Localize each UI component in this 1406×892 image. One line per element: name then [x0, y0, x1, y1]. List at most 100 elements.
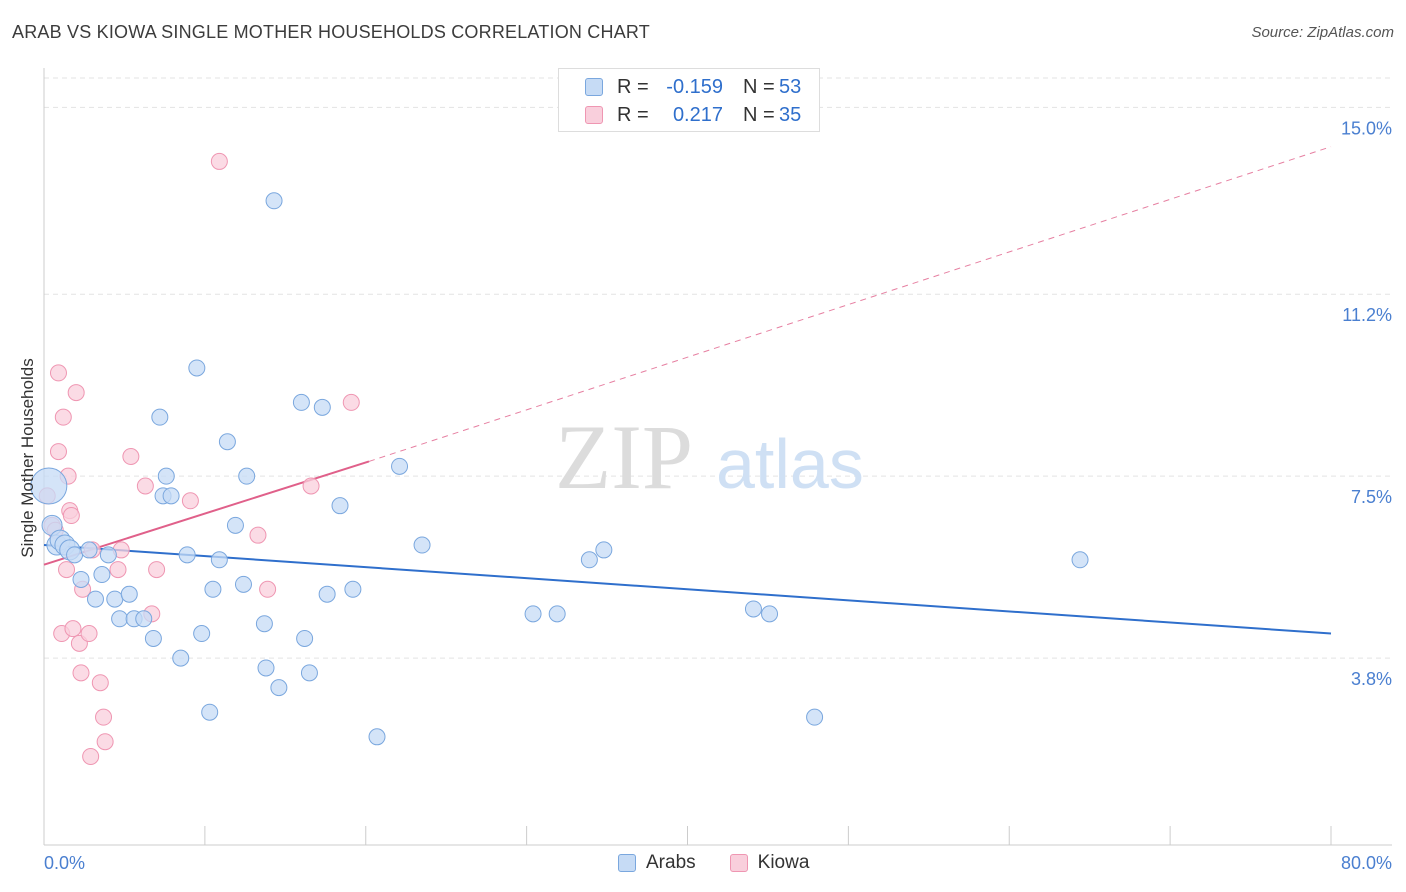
data-points — [30, 152, 1089, 765]
point-arabs — [86, 590, 104, 608]
series-legend: Arabs Kiowa — [618, 852, 843, 874]
point-arabs — [172, 649, 190, 667]
point-arabs — [580, 551, 598, 569]
point-arabs — [151, 408, 169, 426]
point-arabs — [144, 629, 162, 647]
point-arabs — [30, 467, 68, 505]
point-arabs — [204, 580, 222, 598]
point-arabs — [66, 546, 84, 564]
point-kiowa — [181, 492, 199, 510]
point-arabs — [188, 359, 206, 377]
chart-title: ARAB VS KIOWA SINGLE MOTHER HOUSEHOLDS C… — [12, 22, 650, 42]
point-arabs — [99, 546, 117, 564]
legend-item-arabs[interactable]: Arabs — [618, 852, 696, 874]
point-arabs — [313, 398, 331, 416]
trend-lines — [43, 146, 1332, 635]
point-kiowa — [64, 620, 82, 638]
legend-swatch-arabs — [618, 854, 636, 872]
legend-n-value: 35 — [779, 103, 802, 126]
y-tick-label: 7.5% — [1351, 487, 1392, 507]
point-arabs — [178, 546, 196, 564]
point-arabs — [296, 629, 314, 647]
point-arabs — [238, 467, 256, 485]
grid — [44, 77, 1392, 659]
point-kiowa — [49, 443, 67, 461]
x-tick-label-max: 80.0% — [1341, 853, 1392, 873]
point-kiowa — [49, 364, 67, 382]
point-arabs — [157, 467, 175, 485]
point-kiowa — [95, 708, 113, 726]
point-kiowa — [54, 408, 72, 426]
y-tick-label: 3.8% — [1351, 669, 1392, 689]
point-arabs — [265, 192, 283, 210]
point-kiowa — [58, 561, 76, 579]
point-kiowa — [259, 580, 277, 598]
point-kiowa — [96, 733, 114, 751]
correlation-legend: R = -0.159 N = 53 R = 0.217 N = 35 — [558, 68, 820, 132]
point-arabs — [210, 551, 228, 569]
point-arabs — [120, 585, 138, 603]
point-arabs — [106, 590, 124, 608]
watermark-atlas: atlas — [716, 425, 864, 503]
legend-n-value: 53 — [779, 75, 802, 98]
point-kiowa — [109, 561, 127, 579]
point-arabs — [257, 659, 275, 677]
point-arabs — [162, 487, 180, 505]
point-kiowa — [136, 477, 154, 495]
point-arabs — [255, 615, 273, 633]
point-arabs — [193, 625, 211, 643]
point-arabs — [391, 457, 409, 475]
point-arabs — [806, 708, 824, 726]
point-arabs — [595, 541, 613, 559]
point-kiowa — [72, 664, 90, 682]
point-arabs — [300, 664, 318, 682]
point-arabs — [1071, 551, 1089, 569]
legend-n-label: N = — [743, 103, 775, 126]
point-arabs — [135, 610, 153, 628]
y-tick-label: 15.0% — [1341, 118, 1392, 138]
legend-label-arabs: Arabs — [646, 852, 696, 873]
y-tick-label: 11.2% — [1342, 305, 1392, 325]
legend-row-kiowa: R = 0.217 N = 35 — [559, 101, 801, 129]
point-arabs — [292, 393, 310, 411]
trend-line-arabs — [43, 544, 1332, 635]
legend-r-value: -0.159 — [666, 75, 723, 98]
point-arabs — [218, 433, 236, 451]
point-arabs — [111, 610, 129, 628]
trend-line-kiowa-extension — [368, 146, 1332, 462]
point-kiowa — [91, 674, 109, 692]
point-kiowa — [62, 507, 80, 525]
legend-swatch-arabs — [585, 78, 603, 96]
point-arabs — [413, 536, 431, 554]
source-label: Source: ZipAtlas.com — [1251, 24, 1394, 41]
point-arabs — [72, 570, 90, 588]
point-kiowa — [342, 393, 360, 411]
point-arabs — [318, 585, 336, 603]
point-arabs — [226, 516, 244, 534]
axes — [43, 68, 1392, 846]
legend-row-arabs: R = -0.159 N = 53 — [559, 73, 801, 101]
x-ticks — [43, 826, 1332, 845]
legend-r-label: R = — [617, 103, 649, 126]
legend-label-kiowa: Kiowa — [757, 852, 810, 873]
point-arabs — [80, 541, 98, 559]
point-arabs — [270, 679, 288, 697]
point-arabs — [761, 605, 779, 623]
point-arabs — [201, 703, 219, 721]
point-arabs — [331, 497, 349, 515]
point-kiowa — [148, 561, 166, 579]
x-tick-label-min: 0.0% — [44, 853, 85, 873]
point-kiowa — [82, 747, 100, 765]
legend-item-kiowa[interactable]: Kiowa — [729, 852, 810, 874]
point-arabs — [344, 580, 362, 598]
legend-r-label: R = — [617, 75, 649, 98]
point-arabs — [744, 600, 762, 618]
y-axis-label: Single Mother Households — [18, 358, 37, 558]
legend-swatch-kiowa — [585, 106, 603, 124]
legend-n-label: N = — [743, 75, 775, 98]
point-arabs — [368, 728, 386, 746]
point-kiowa — [249, 526, 267, 544]
point-arabs — [234, 575, 252, 593]
point-kiowa — [302, 477, 320, 495]
